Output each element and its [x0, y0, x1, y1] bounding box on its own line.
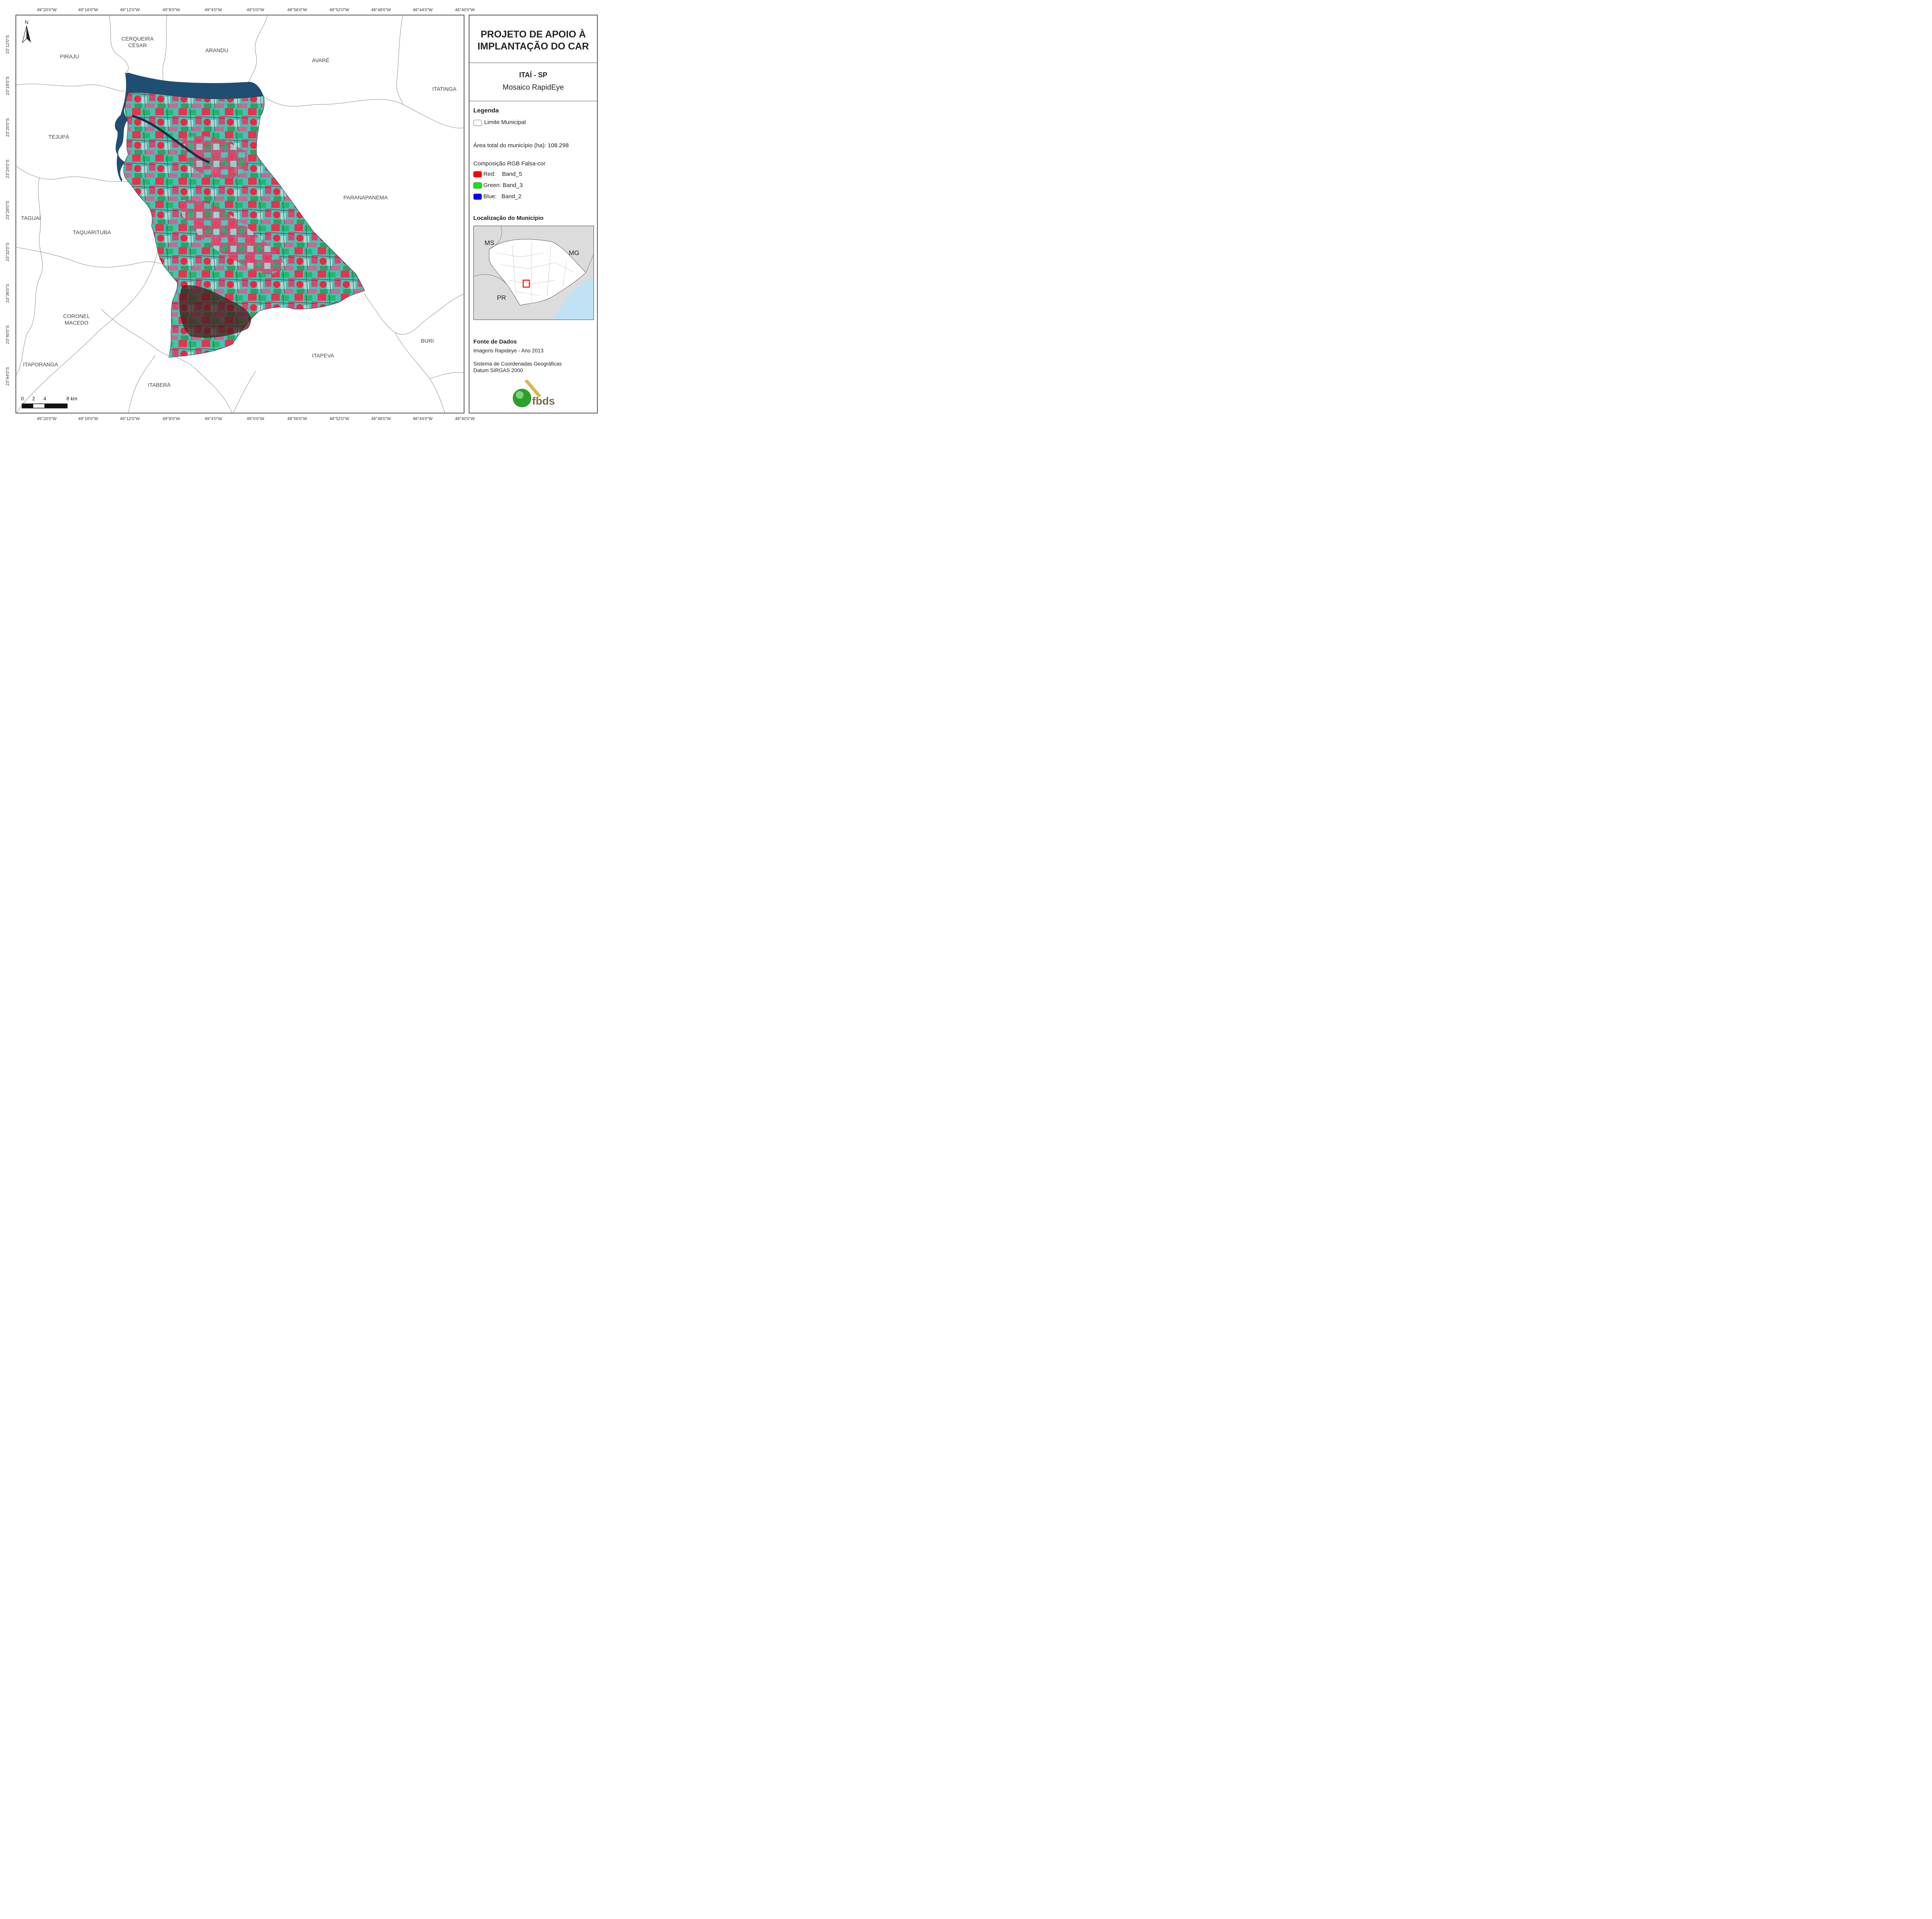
- area-text: Área total do município (ha): 108.298: [473, 142, 569, 149]
- municipality-label-taquarituba: TAQUARITUBA: [73, 229, 111, 235]
- imagery-patch: [182, 136, 248, 179]
- state-label-mg: MG: [569, 249, 580, 257]
- title-line-1: PROJETO DE APOIO À: [480, 29, 586, 40]
- longitude-tick: 48°56'0"W: [287, 417, 307, 421]
- longitude-tick: 48°40'0"W: [455, 8, 475, 12]
- municipality-label-piraju: PIRAJU: [60, 53, 79, 60]
- longitude-tick: 48°48'0"W: [371, 8, 391, 12]
- city-name: ITAÍ - SP: [519, 71, 548, 79]
- blue-band-label: Blue: Band_2: [483, 193, 522, 200]
- longitude-tick: 49°12'0"W: [120, 417, 140, 421]
- mosaic-name: Mosaico RapidEye: [502, 83, 564, 92]
- latitude-tick: 23°16'0"S: [5, 76, 10, 95]
- municipality-label-cerqueira: CERQUEIRA: [121, 36, 154, 42]
- location-map-graphic: [474, 226, 594, 320]
- municipality-label-itaporanga: ITAPORANGA: [23, 361, 58, 367]
- longitude-tick: 49°20'0"W: [37, 8, 57, 12]
- municipality-label-paranapanema: PARANAPANEMA: [343, 194, 388, 201]
- scale-label: 2: [32, 396, 35, 401]
- latitude-tick: 23°24'0"S: [5, 159, 10, 179]
- red-band-swatch: [473, 171, 482, 177]
- longitude-tick: 49°20'0"W: [37, 417, 57, 421]
- green-band-label: Green: Band_3: [483, 182, 523, 189]
- logo-text: fbds: [532, 395, 555, 407]
- imagery-patch: [179, 200, 283, 274]
- imagery-patch: [179, 285, 251, 338]
- red-band-label: Red: Band_5: [483, 171, 522, 177]
- map-canvas: [16, 15, 464, 413]
- scale-label: 0: [21, 396, 24, 401]
- longitude-tick: 48°52'0"W: [329, 417, 349, 421]
- latitude-tick: 23°40'0"S: [5, 325, 10, 344]
- municipality-label-itatinga: ITATINGA: [432, 86, 457, 92]
- municipal-boundaries: [16, 15, 464, 413]
- scale-label: 4: [43, 396, 46, 401]
- rgb-title: Composição RGB Falsa-cor: [473, 160, 546, 167]
- source-line: Sistema de Coordenadas Geográficas: [473, 361, 562, 367]
- subtitle-box: ITAÍ - SP Mosaico RapidEye: [469, 63, 597, 101]
- title-line-2: IMPLANTAÇÃO DO CAR: [477, 41, 589, 52]
- north-arrow-icon: [22, 25, 31, 43]
- location-title: Localização do Município: [473, 215, 544, 221]
- municipality-label-avare: AVARÉ: [312, 57, 330, 63]
- longitude-tick: 48°44'0"W: [413, 8, 433, 12]
- legend-panel: PROJETO DE APOIO À IMPLANTAÇÃO DO CAR IT…: [469, 15, 598, 413]
- longitude-tick: 48°44'0"W: [413, 417, 433, 421]
- state-label-pr: PR: [497, 294, 506, 301]
- scale-bar-graphic: [22, 403, 68, 408]
- legend-title: Legenda: [473, 107, 499, 114]
- longitude-tick: 49°0'0"W: [247, 8, 264, 12]
- state-label-ms: MS: [485, 239, 495, 247]
- green-band-swatch: [473, 182, 482, 189]
- longitude-tick: 49°16'0"W: [78, 417, 98, 421]
- river-line: [132, 115, 210, 163]
- longitude-tick: 49°12'0"W: [120, 8, 140, 12]
- longitude-tick: 49°0'0"W: [247, 417, 264, 421]
- longitude-tick: 49°16'0"W: [78, 8, 98, 12]
- latitude-tick: 23°12'0"S: [5, 35, 10, 54]
- municipality-label-macedo: MACEDO: [65, 320, 88, 326]
- project-title: PROJETO DE APOIO À IMPLANTAÇÃO DO CAR: [469, 29, 597, 53]
- municipality-label-itabera: ITABERÁ: [148, 382, 171, 388]
- fbds-logo: fbds: [512, 379, 558, 410]
- blue-band-swatch: [473, 194, 482, 200]
- municipality-label-taguai: TAGUAÍ: [21, 215, 41, 221]
- source-line: Imagens Rapideye - Ano 2013: [473, 348, 544, 354]
- longitude-tick: 48°56'0"W: [287, 8, 307, 12]
- municipal-limit-label: Limite Municipal: [484, 119, 526, 126]
- logo-icon: [513, 379, 541, 407]
- longitude-tick: 49°4'0"W: [204, 8, 222, 12]
- municipality-label-tejupa: TEJUPÁ: [48, 134, 69, 140]
- longitude-tick: 48°52'0"W: [329, 8, 349, 12]
- latitude-tick: 23°20'0"S: [5, 118, 10, 137]
- municipality-label-coronel: CORONEL: [63, 313, 90, 319]
- longitude-tick: 49°4'0"W: [204, 417, 222, 421]
- municipality-label-itapeva: ITAPEVA: [312, 352, 334, 359]
- longitude-tick: 48°40'0"W: [455, 417, 475, 421]
- longitude-tick: 49°8'0"W: [162, 417, 180, 421]
- latitude-tick: 23°44'0"S: [5, 367, 10, 386]
- municipality-label-arandu: ARANDU: [205, 47, 228, 53]
- municipality-label-cesar: CÉSAR: [128, 42, 147, 48]
- scale-label: 8 km: [66, 396, 78, 401]
- source-title: Fonte de Dados: [473, 339, 517, 345]
- north-letter: N: [25, 19, 29, 25]
- municipal-limit-swatch: [473, 120, 482, 126]
- source-line: Datum SIRGAS 2000: [473, 367, 523, 373]
- latitude-tick: 23°28'0"S: [5, 201, 10, 220]
- latitude-tick: 23°36'0"S: [5, 284, 10, 303]
- latitude-tick: 23°32'0"S: [5, 242, 10, 262]
- map-frame[interactable]: CERQUEIRA CÉSAR PIRAJU ARANDU AVARÉ ITAT…: [15, 15, 464, 413]
- longitude-tick: 48°48'0"W: [371, 417, 391, 421]
- north-arrow: N: [22, 19, 32, 43]
- municipality-label-buri: BURI: [421, 338, 434, 344]
- title-box: PROJETO DE APOIO À IMPLANTAÇÃO DO CAR: [469, 15, 597, 63]
- longitude-tick: 49°8'0"W: [162, 8, 180, 12]
- location-map: MS MG PR: [473, 226, 594, 320]
